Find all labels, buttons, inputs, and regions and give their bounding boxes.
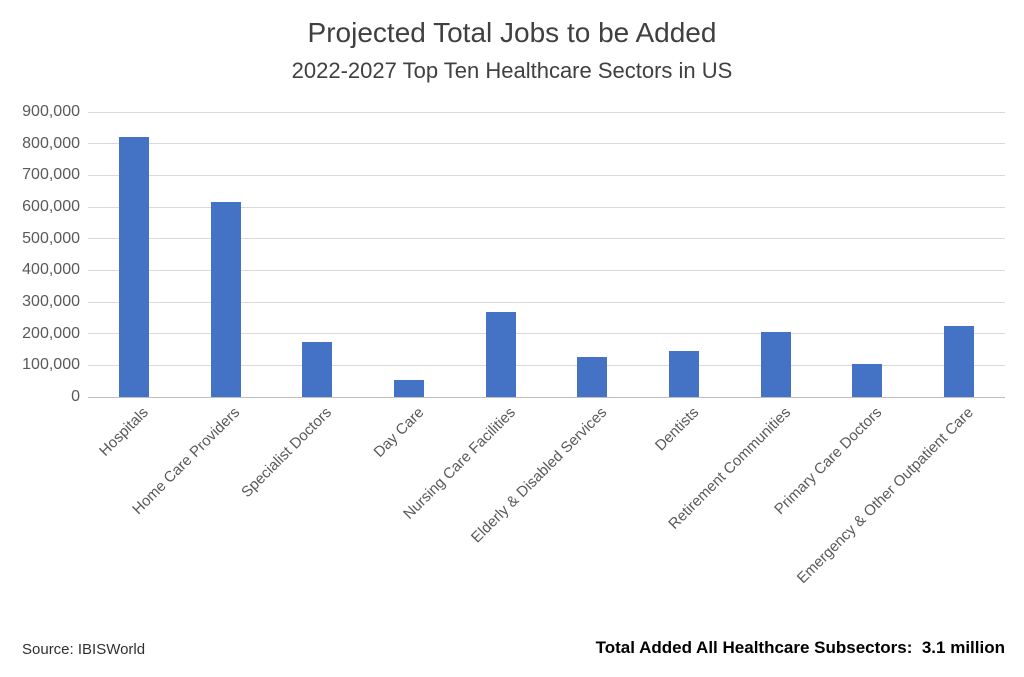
x-axis-label: Specialist Doctors (238, 404, 336, 501)
gridline (88, 269, 1005, 271)
bar-day-care (393, 379, 424, 397)
bar-nursing-care-facilities (485, 311, 516, 397)
y-axis-tick-label: 700,000 (22, 166, 80, 184)
bar-primary-care-doctors (852, 363, 883, 397)
x-axis-line (88, 397, 1005, 398)
bar-hospitals (118, 137, 149, 397)
x-axis-label: Day Care (370, 404, 427, 461)
y-axis-tick-label: 900,000 (22, 103, 80, 120)
y-axis-tick-label: 0 (71, 388, 80, 405)
plot-area (88, 111, 1005, 398)
y-axis-tick-label: 200,000 (22, 324, 80, 342)
bar-elderly-disabled-services (577, 357, 608, 397)
gridline (88, 174, 1005, 176)
y-axis-tick-label: 500,000 (22, 229, 80, 247)
bar-home-care-providers (210, 202, 241, 397)
x-axis-label: Emergency & Other Outpatient Care (794, 404, 978, 587)
source-note: Source: IBISWorld (22, 641, 146, 658)
y-axis-tick-label: 300,000 (22, 293, 80, 310)
gridline (88, 111, 1005, 113)
y-axis-tick-label: 600,000 (22, 198, 80, 215)
bar-retirement-communities (760, 332, 791, 397)
gridline (88, 206, 1005, 208)
chart-title: Projected Total Jobs to be Added (307, 17, 717, 48)
gridline (88, 238, 1005, 240)
x-axis-label: Home Care Providers (129, 404, 244, 518)
y-axis-tick-label: 100,000 (22, 356, 80, 374)
bar-emergency-other-outpatient-care (944, 325, 975, 397)
bar-specialist-doctors (302, 341, 333, 397)
total-note: Total Added All Healthcare Subsectors: 3… (595, 638, 1005, 657)
gridline (88, 333, 1005, 335)
gridline (88, 364, 1005, 366)
y-axis-tick-label: 800,000 (22, 134, 80, 152)
x-axis-label: Dentists (651, 404, 703, 455)
bar-dentists (669, 351, 700, 397)
gridline (88, 143, 1005, 145)
x-axis-label: Hospitals (96, 404, 152, 460)
chart-subtitle: 2022-2027 Top Ten Healthcare Sectors in … (291, 58, 733, 83)
gridline (88, 301, 1005, 303)
y-axis-tick-label: 400,000 (22, 261, 80, 279)
